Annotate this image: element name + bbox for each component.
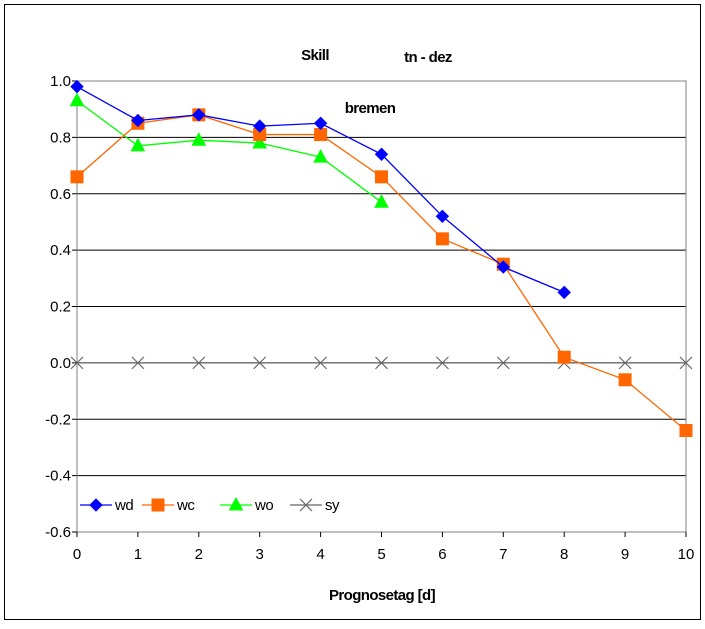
legend-label-sy: sy — [325, 497, 340, 514]
legend-item-sy: sy — [290, 497, 341, 514]
legend-marker-wd — [89, 498, 103, 512]
legend-item-wo: wo — [220, 496, 274, 514]
series-sy-point-5-stroke-b — [375, 356, 388, 370]
series-wc-point-8 — [557, 350, 571, 364]
legend-marker-sy-stroke-b — [299, 498, 313, 512]
series-wd-point-4 — [313, 116, 328, 130]
x-axis-label: Prognosetag [d] — [329, 587, 436, 604]
series-wd-point-3 — [252, 119, 267, 133]
series-sy-point-9-stroke-b — [618, 356, 632, 370]
y-tick-label-1: 0.8 — [50, 129, 71, 146]
series-sy-point-0 — [70, 356, 84, 370]
series-wc-point-4 — [314, 128, 328, 142]
series-sy-point-7-stroke-b — [496, 356, 510, 370]
series-sy-point-2-stroke-b — [192, 356, 206, 370]
series-wd-point-0 — [70, 79, 84, 94]
x-tick-label-10: 10 — [678, 546, 695, 563]
legend-label-wd: wd — [114, 497, 133, 514]
grid-layer — [77, 136, 686, 477]
x-tick-label-3: 3 — [256, 546, 264, 563]
x-tick-label-5: 5 — [377, 546, 385, 563]
legend-item-wc: wc — [142, 497, 196, 514]
series-sy-point-10 — [679, 356, 693, 370]
series-wd-point-6 — [435, 209, 450, 224]
chart-border — [4, 4, 701, 620]
y-tick-label-3: 0.4 — [50, 242, 71, 259]
legend-marker-wc — [151, 498, 165, 512]
series-layer — [69, 79, 693, 438]
series-wo-line — [76, 100, 382, 203]
series-sy-point-4-stroke-b — [314, 356, 328, 370]
x-tick-label-6: 6 — [438, 546, 446, 563]
legend: wd wc wo sy — [80, 496, 341, 514]
series-wo-point-5 — [374, 194, 389, 208]
series-wc-point-9 — [618, 373, 632, 387]
y-tick-label-6: -0.2 — [45, 411, 71, 428]
y-tick-label-7: -0.4 — [45, 468, 71, 485]
chart-title: Skill — [301, 47, 329, 64]
x-tick-label-1: 1 — [134, 546, 142, 563]
series-wd-point-7 — [496, 260, 511, 274]
chart-annotation: bremen — [345, 100, 396, 117]
series-wc-point-6 — [435, 232, 449, 246]
x-axis: 0 1 2 3 4 5 6 7 8 9 10 — [73, 532, 695, 563]
series-wo-point-1 — [130, 137, 146, 152]
series-wo — [69, 92, 389, 208]
series-sy-point-0-stroke-b — [70, 356, 84, 370]
legend-marker-wo — [228, 496, 244, 511]
y-tick-label-4: 0.2 — [50, 299, 71, 316]
legend-label-wo: wo — [254, 497, 273, 514]
series-sy-point-4 — [314, 356, 328, 370]
series-sy-point-9 — [618, 356, 632, 370]
x-tick-label-8: 8 — [560, 546, 568, 563]
series-wo-point-2 — [191, 132, 207, 146]
series-wc-point-0 — [70, 170, 84, 184]
legend-label-wc: wc — [176, 497, 195, 514]
series-sy-point-3 — [253, 356, 267, 370]
x-tick-label-2: 2 — [195, 546, 203, 563]
y-tick-label-0: 1.0 — [50, 73, 71, 90]
x-tick-label-0: 0 — [73, 546, 81, 563]
x-tick-label-4: 4 — [316, 546, 324, 563]
series-wd-point-1 — [131, 113, 145, 128]
series-sy-point-7 — [496, 356, 510, 370]
x-tick-label-7: 7 — [499, 546, 507, 563]
series-sy-point-1 — [131, 356, 145, 370]
series-wo-point-0 — [69, 92, 85, 107]
legend-item-wd: wd — [80, 497, 134, 514]
legend-marker-sy — [299, 498, 313, 512]
series-sy-point-6-stroke-b — [435, 356, 449, 370]
series-sy-point-2 — [192, 356, 206, 370]
chart-subtitle: tn - dez — [404, 49, 452, 66]
y-tick-label-5: 0.0 — [50, 355, 71, 372]
series-wc-point-5 — [375, 170, 388, 184]
y-axis: 1.0 0.8 0.6 0.4 0.2 0.0 -0.2 -0.4 -0.6 — [45, 73, 77, 541]
series-wc-point-10 — [679, 424, 693, 438]
series-sy-point-5 — [375, 356, 388, 370]
series-wd — [70, 79, 571, 300]
series-wo-point-4 — [313, 149, 328, 163]
series-sy — [70, 356, 693, 370]
series-sy-point-6 — [435, 356, 449, 370]
x-tick-label-9: 9 — [621, 546, 629, 563]
series-wo-point-3 — [252, 134, 268, 149]
series-sy-point-10-stroke-b — [679, 356, 693, 370]
y-tick-label-8: -0.6 — [45, 524, 71, 541]
y-tick-label-2: 0.6 — [50, 186, 71, 203]
series-wd-point-5 — [374, 147, 389, 161]
series-wd-point-2 — [192, 108, 206, 122]
series-wd-point-8 — [557, 285, 571, 300]
series-sy-point-3-stroke-b — [253, 356, 267, 370]
series-sy-point-1-stroke-b — [131, 356, 145, 370]
